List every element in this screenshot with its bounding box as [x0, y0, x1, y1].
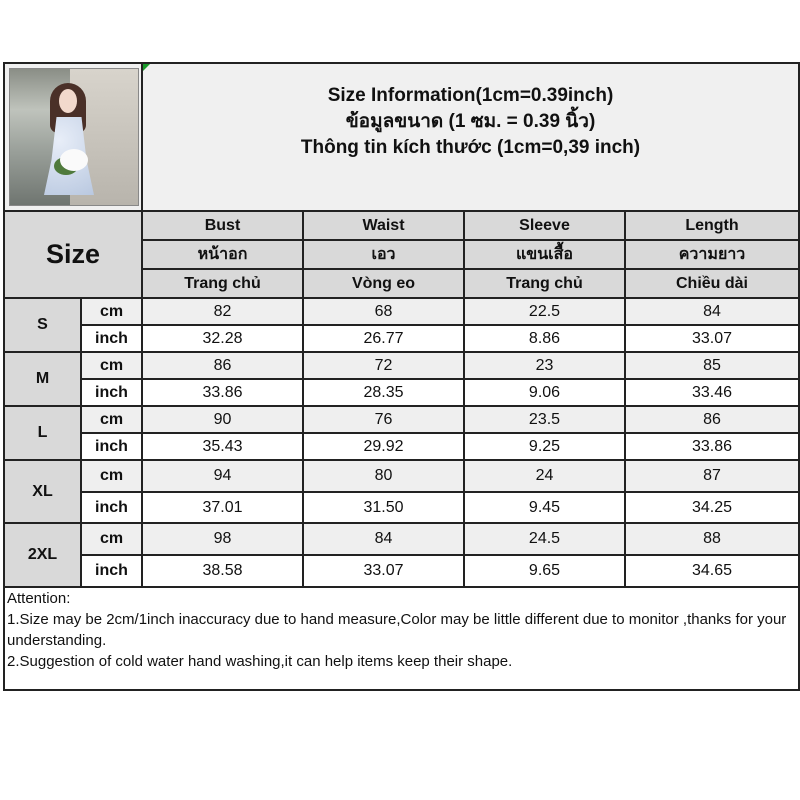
- size-row-xl-inch: inch 37.01 31.50 9.45 34.25: [4, 491, 800, 524]
- measurement-cell: 32.28: [141, 324, 304, 353]
- measurement-cell: 33.46: [624, 378, 800, 407]
- measurement-cell: 8.86: [463, 324, 626, 353]
- size-info-title: Size Information(1cm=0.39inch) ข้อมูลขนา…: [141, 62, 800, 212]
- col-header-bust-vi: Trang chủ: [141, 268, 304, 299]
- title-line-en: Size Information(1cm=0.39inch): [327, 85, 614, 106]
- measurement-cell: 94: [141, 459, 304, 493]
- attention-note-2: 2.Suggestion of cold water hand washing,…: [7, 653, 513, 670]
- col-header-sleeve-th: แขนเสื้อ: [463, 239, 626, 270]
- col-header-length-vi: Chiều dài: [624, 268, 800, 299]
- measurement-cell: 9.45: [463, 491, 626, 524]
- size-row-l-inch: inch 35.43 29.92 9.25 33.86: [4, 432, 800, 461]
- col-header-waist-en: Waist: [302, 210, 465, 241]
- measurement-cell: 84: [302, 522, 465, 556]
- measurement-cell: 9.25: [463, 432, 626, 461]
- product-photo-cell: [3, 62, 143, 212]
- size-label: M: [3, 351, 82, 407]
- measurement-cell: 26.77: [302, 324, 465, 353]
- measurement-cell: 90: [141, 405, 304, 434]
- size-label: 2XL: [3, 522, 82, 588]
- measurement-cell: 35.43: [141, 432, 304, 461]
- measurement-cell: 31.50: [302, 491, 465, 524]
- unit-label: inch: [80, 378, 143, 407]
- measurement-cell: 82: [141, 297, 304, 326]
- measurement-cell: 80: [302, 459, 465, 493]
- size-chart-table: Size Information(1cm=0.39inch) ข้อมูลขนา…: [3, 62, 800, 691]
- product-photo: [9, 68, 139, 206]
- size-header: Size: [3, 210, 143, 299]
- measurement-cell: 37.01: [141, 491, 304, 524]
- measurement-cell: 38.58: [141, 554, 304, 588]
- measurement-cell: 86: [624, 405, 800, 434]
- attention-note-1: 1.Size may be 2cm/1inch inaccuracy due t…: [7, 611, 787, 649]
- unit-label: cm: [80, 459, 143, 493]
- col-header-sleeve-vi: Trang chủ: [463, 268, 626, 299]
- measurement-cell: 24: [463, 459, 626, 493]
- measurement-cell: 28.35: [302, 378, 465, 407]
- col-header-sleeve-en: Sleeve: [463, 210, 626, 241]
- measurement-cell: 9.65: [463, 554, 626, 588]
- measurement-cell: 9.06: [463, 378, 626, 407]
- col-header-bust-th: หน้าอก: [141, 239, 304, 270]
- unit-label: inch: [80, 554, 143, 588]
- measurement-cell: 98: [141, 522, 304, 556]
- unit-label: inch: [80, 324, 143, 353]
- size-row-2xl-cm: 2XL cm 98 84 24.5 88: [3, 522, 800, 588]
- title-line-vi: Thông tin kích thước (1cm=0,39 inch): [300, 137, 641, 158]
- measurement-cell: 33.07: [624, 324, 800, 353]
- col-header-length-en: Length: [624, 210, 800, 241]
- measurement-cell: 68: [302, 297, 465, 326]
- measurement-cell: 76: [302, 405, 465, 434]
- measurement-cell: 23: [463, 351, 626, 380]
- measurement-cell: 87: [624, 459, 800, 493]
- unit-label: cm: [80, 351, 143, 380]
- unit-label: cm: [80, 297, 143, 326]
- measurement-cell: 33.07: [302, 554, 465, 588]
- size-row-m-inch: inch 33.86 28.35 9.06 33.46: [4, 378, 800, 407]
- measurement-cell: 29.92: [302, 432, 465, 461]
- col-header-waist-vi: Vòng eo: [302, 268, 465, 299]
- measurement-cell: 72: [302, 351, 465, 380]
- measurement-cell: 22.5: [463, 297, 626, 326]
- measurement-cell: 88: [624, 522, 800, 556]
- size-row-2xl-inch: inch 38.58 33.07 9.65 34.65: [4, 554, 800, 588]
- col-header-waist-th: เอว: [302, 239, 465, 270]
- unit-label: cm: [80, 522, 143, 556]
- unit-label: inch: [80, 432, 143, 461]
- col-header-length-th: ความยาว: [624, 239, 800, 270]
- measurement-cell: 34.25: [624, 491, 800, 524]
- unit-label: inch: [80, 491, 143, 524]
- measurement-cell: 34.65: [624, 554, 800, 588]
- size-row-s-inch: inch 32.28 26.77 8.86 33.07: [4, 324, 800, 353]
- measurement-cell: 86: [141, 351, 304, 380]
- size-label: S: [3, 297, 82, 353]
- measurement-cell: 23.5: [463, 405, 626, 434]
- measurement-cell: 24.5: [463, 522, 626, 556]
- size-label: XL: [3, 459, 82, 524]
- col-header-bust-en: Bust: [141, 210, 304, 241]
- title-line-th: ข้อมูลขนาด (1 ซม. = 0.39 นิ้ว): [345, 111, 596, 132]
- unit-label: cm: [80, 405, 143, 434]
- measurement-cell: 33.86: [624, 432, 800, 461]
- attention-notes: Attention: 1.Size may be 2cm/1inch inacc…: [3, 586, 800, 691]
- size-row-xl-cm: XL cm 94 80 24 87: [3, 459, 800, 524]
- measurement-cell: 84: [624, 297, 800, 326]
- measurement-cell: 33.86: [141, 378, 304, 407]
- attention-heading: Attention:: [7, 590, 71, 607]
- size-label: L: [3, 405, 82, 461]
- measurement-cell: 85: [624, 351, 800, 380]
